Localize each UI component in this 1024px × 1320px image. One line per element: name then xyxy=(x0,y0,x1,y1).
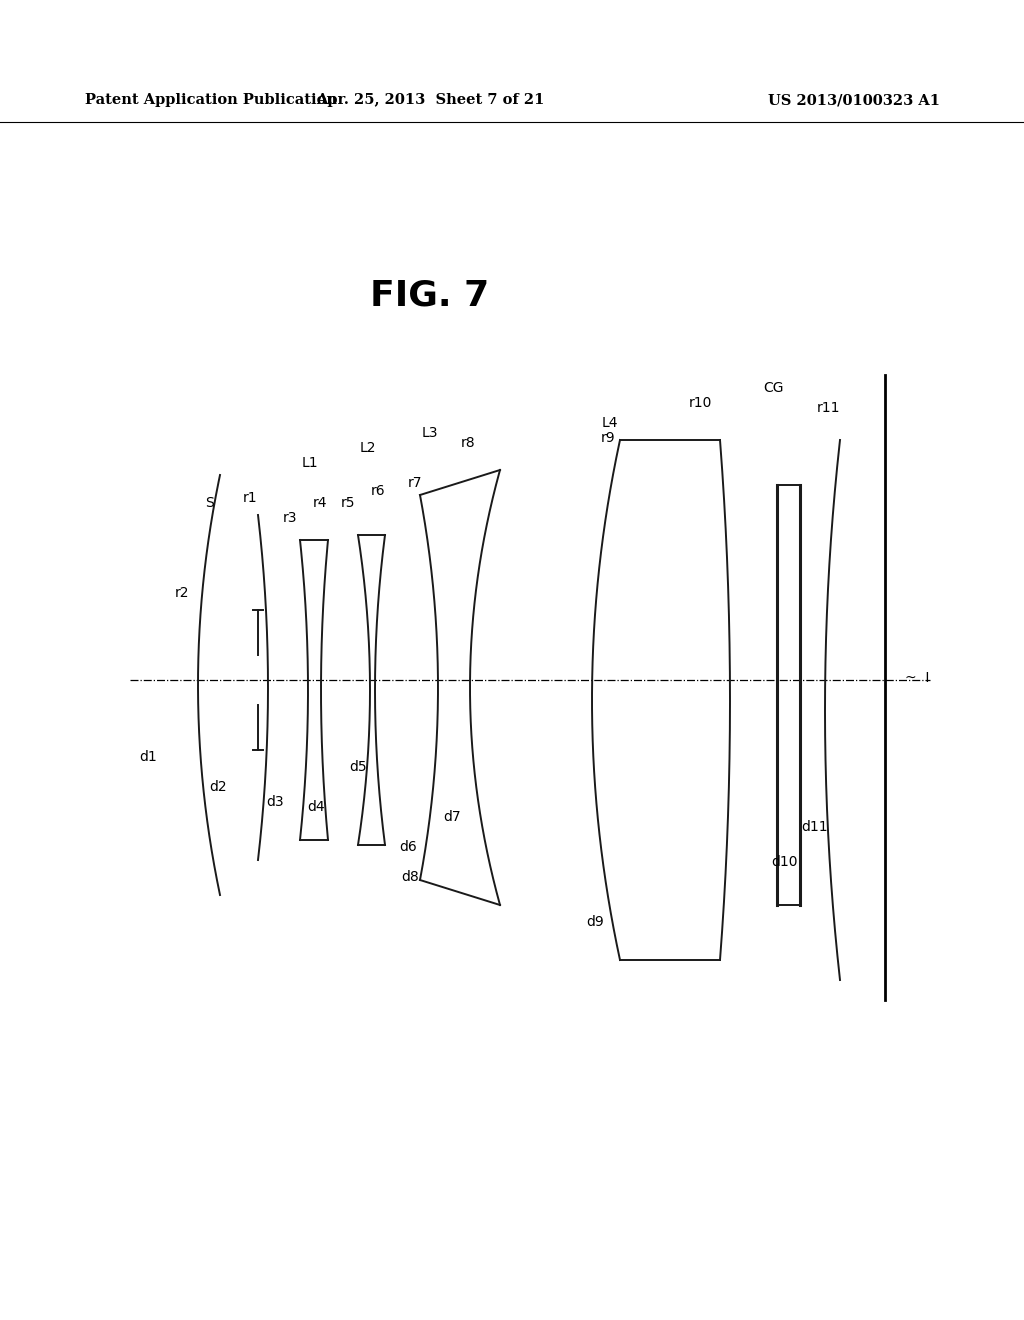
Text: r7: r7 xyxy=(408,477,422,490)
Text: ~  I: ~ I xyxy=(905,671,930,685)
Text: d8: d8 xyxy=(401,870,419,884)
Text: d11: d11 xyxy=(802,820,828,834)
Text: r3: r3 xyxy=(283,511,297,525)
Text: d3: d3 xyxy=(266,795,284,809)
Text: d1: d1 xyxy=(139,750,157,764)
Text: r4: r4 xyxy=(312,496,328,510)
Text: r10: r10 xyxy=(688,396,712,411)
Text: d5: d5 xyxy=(349,760,367,774)
Text: US 2013/0100323 A1: US 2013/0100323 A1 xyxy=(768,92,940,107)
Text: L1: L1 xyxy=(302,455,318,470)
Text: FIG. 7: FIG. 7 xyxy=(371,279,489,312)
Text: S: S xyxy=(206,496,214,510)
Text: d2: d2 xyxy=(209,780,226,795)
Text: L4: L4 xyxy=(602,416,618,430)
Text: d7: d7 xyxy=(443,810,461,824)
Text: Apr. 25, 2013  Sheet 7 of 21: Apr. 25, 2013 Sheet 7 of 21 xyxy=(315,92,544,107)
Text: d9: d9 xyxy=(586,915,604,929)
Text: CG: CG xyxy=(763,381,783,395)
Text: r5: r5 xyxy=(341,496,355,510)
Text: d4: d4 xyxy=(307,800,325,814)
Text: L3: L3 xyxy=(422,426,438,440)
Text: d6: d6 xyxy=(399,840,417,854)
Text: Patent Application Publication: Patent Application Publication xyxy=(85,92,337,107)
Text: r8: r8 xyxy=(461,436,475,450)
Text: r11: r11 xyxy=(816,401,840,414)
Text: r9: r9 xyxy=(601,432,615,445)
Text: r2: r2 xyxy=(175,586,189,601)
Text: r1: r1 xyxy=(243,491,257,506)
Text: d10: d10 xyxy=(772,855,799,869)
Text: L2: L2 xyxy=(359,441,376,455)
Text: r6: r6 xyxy=(371,484,385,498)
